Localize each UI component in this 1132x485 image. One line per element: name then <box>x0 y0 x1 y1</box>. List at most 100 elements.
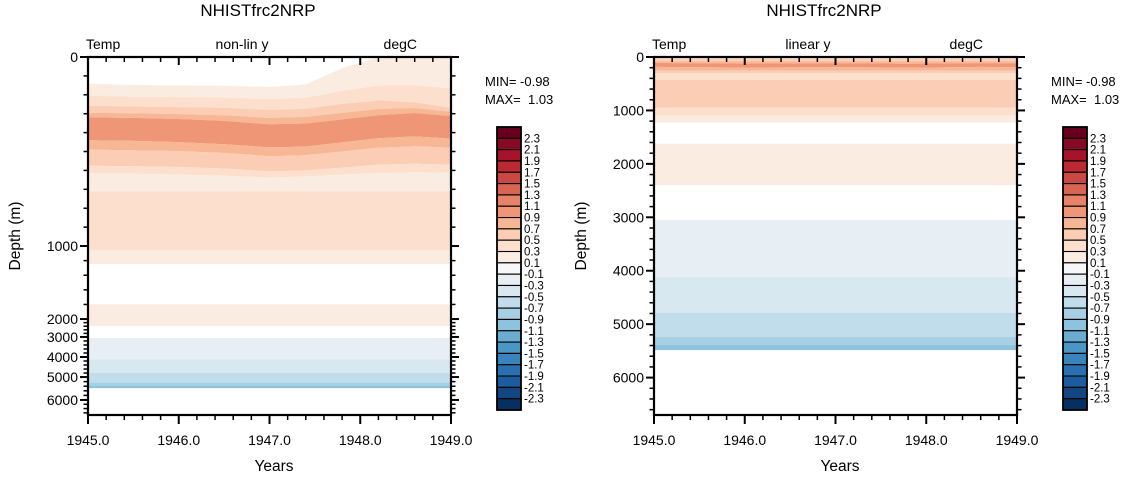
colorbar-tick-label: 0.7 <box>1090 224 1106 236</box>
colorbar-tick-label: 1.7 <box>1090 167 1106 179</box>
colorbar-cell <box>1062 375 1088 388</box>
colorbar-cell <box>496 284 522 298</box>
colorbar-tick-label: -0.9 <box>1090 314 1110 326</box>
colorbar-cell <box>1062 183 1088 196</box>
colorbar-tick-label: -1.9 <box>1090 371 1110 383</box>
colorbar-cell <box>1062 171 1088 185</box>
colorbar-tick-label: -2.3 <box>1090 394 1110 406</box>
contour-band-0.1..0.3 <box>654 143 1017 186</box>
colorbar-tick-label: -0.3 <box>524 280 544 292</box>
y-tick-label: 3000 <box>47 329 78 345</box>
colorbar-tick-label: -1.7 <box>1090 360 1110 372</box>
colorbar-tick-label: -2.3 <box>524 394 544 406</box>
colorbar-tick-label: -2.1 <box>1090 382 1110 394</box>
colorbar-tick-label: 1.7 <box>524 167 540 179</box>
contour-band-0.5..0.7 <box>654 70 1017 74</box>
colorbar-tick-label: -2.1 <box>524 382 544 394</box>
y-tick-label: 0 <box>636 49 644 65</box>
colorbar-tick-label: -1.3 <box>1090 337 1110 349</box>
colorbar-cell <box>496 171 522 185</box>
y-tick-label: 1000 <box>613 102 644 118</box>
colorbar-cell <box>1062 160 1088 173</box>
stat-min: MIN= -0.98 <box>1051 74 1116 89</box>
y-tick-label: 6000 <box>613 370 644 386</box>
x-tick-label: 1946.0 <box>723 432 766 448</box>
x-axis-title: Years <box>820 458 859 475</box>
contour-band-0.1..0.3 <box>654 115 1017 123</box>
x-tick-label: 1949.0 <box>430 432 473 448</box>
colorbar-tick-label: 0.1 <box>524 258 540 270</box>
contour-band--1.1..-0.9 <box>88 386 451 389</box>
contour-band-0.1..0.3 <box>88 304 451 327</box>
contour-band-0.7..0.9 <box>88 136 451 157</box>
colorbar-cell <box>1062 262 1088 275</box>
y-axis-title: Depth (m) <box>7 202 24 271</box>
x-tick-label: 1945.0 <box>67 432 110 448</box>
contour-bands <box>88 57 451 415</box>
contour-band--0.3..-0.1 <box>654 220 1017 278</box>
contour-band--0.1..0.1 <box>88 326 451 338</box>
contour-band--0.1..0.1 <box>88 264 451 305</box>
contour-band--0.3..-0.1 <box>88 338 451 360</box>
colorbar-tick-label: 2.1 <box>524 145 540 157</box>
colorbar-cell <box>496 386 522 400</box>
colorbar-tick-label: -1.5 <box>524 348 544 360</box>
x-tick-label: 1948.0 <box>905 432 948 448</box>
y-axis-title: Depth (m) <box>573 202 590 271</box>
colorbar-cell <box>496 149 522 162</box>
colorbar-cell <box>496 364 522 377</box>
colorbar-cell <box>1062 284 1088 298</box>
colorbar-cell <box>496 273 522 287</box>
colorbar-cell <box>1062 296 1088 309</box>
colorbar-tick-label: -0.9 <box>524 314 544 326</box>
colorbar-tick-label: -1.9 <box>524 371 544 383</box>
contour-band--0.1..0.1 <box>654 350 1017 415</box>
y-tick-label: 5000 <box>613 316 644 332</box>
colorbar-tick-label: 0.9 <box>524 213 540 225</box>
colorbar-cell <box>496 262 522 275</box>
colorbar-tick-label: 0.5 <box>524 235 540 247</box>
colorbar-tick-label: 0.7 <box>524 224 540 236</box>
y-tick-label: 3000 <box>613 209 644 225</box>
colorbar-cell <box>496 330 522 343</box>
contour-band-0.3..0.5 <box>88 191 451 251</box>
x-tick-label: 1947.0 <box>248 432 291 448</box>
x-tick-label: 1947.0 <box>814 432 857 448</box>
colorbar-tick-label: 1.3 <box>1090 190 1106 202</box>
contour-band-0.1..0.3 <box>88 250 451 265</box>
header-label-variable: Temp <box>652 36 686 52</box>
contour-band-0.1..0.3 <box>88 57 451 99</box>
header-label-units: degC <box>384 36 417 52</box>
colorbar-tick-label: 1.3 <box>524 190 540 202</box>
colorbar-cell <box>496 239 522 253</box>
contour-band--0.5..-0.3 <box>654 277 1017 313</box>
colorbar-cell <box>1062 137 1088 151</box>
colorbar-border <box>1062 126 1088 411</box>
contour-band-0.5..0.7 <box>88 100 451 118</box>
stat-max: MAX= 1.03 <box>485 92 553 107</box>
colorbar-cell <box>496 205 522 219</box>
header-label-scale: non-lin y <box>216 36 269 52</box>
header-label-scale: linear y <box>785 36 830 52</box>
y-tick-label: 0 <box>70 49 78 65</box>
colorbar: 2.32.11.91.71.51.31.10.90.70.50.30.1-0.1… <box>1062 126 1110 411</box>
contour-band--0.1..0.1 <box>88 388 451 415</box>
colorbar-tick-label: 1.5 <box>1090 179 1106 191</box>
y-tick-label: 5000 <box>47 369 78 385</box>
contour-band--0.1..0.1 <box>654 122 1017 144</box>
colorbar-cell <box>496 318 522 332</box>
colorbar-tick-label: -0.1 <box>524 269 544 281</box>
contour-band--0.7..-0.5 <box>88 372 451 383</box>
stat-min: MIN= -0.98 <box>485 74 550 89</box>
colorbar-tick-label: -1.7 <box>524 360 544 372</box>
contour-band-0.3..0.5 <box>654 73 1017 80</box>
axis-ticks <box>646 56 1025 424</box>
colorbar-cell <box>1062 352 1088 366</box>
header-label-units: degC <box>950 36 983 52</box>
colorbar-tick-label: 1.1 <box>1090 201 1106 213</box>
colorbar-cell <box>496 228 522 241</box>
colorbar-tick-label: 1.1 <box>524 201 540 213</box>
colorbar-tick-label: 2.3 <box>1090 133 1106 145</box>
y-tick-label: 4000 <box>613 263 644 279</box>
stat-max: MAX= 1.03 <box>1051 92 1119 107</box>
